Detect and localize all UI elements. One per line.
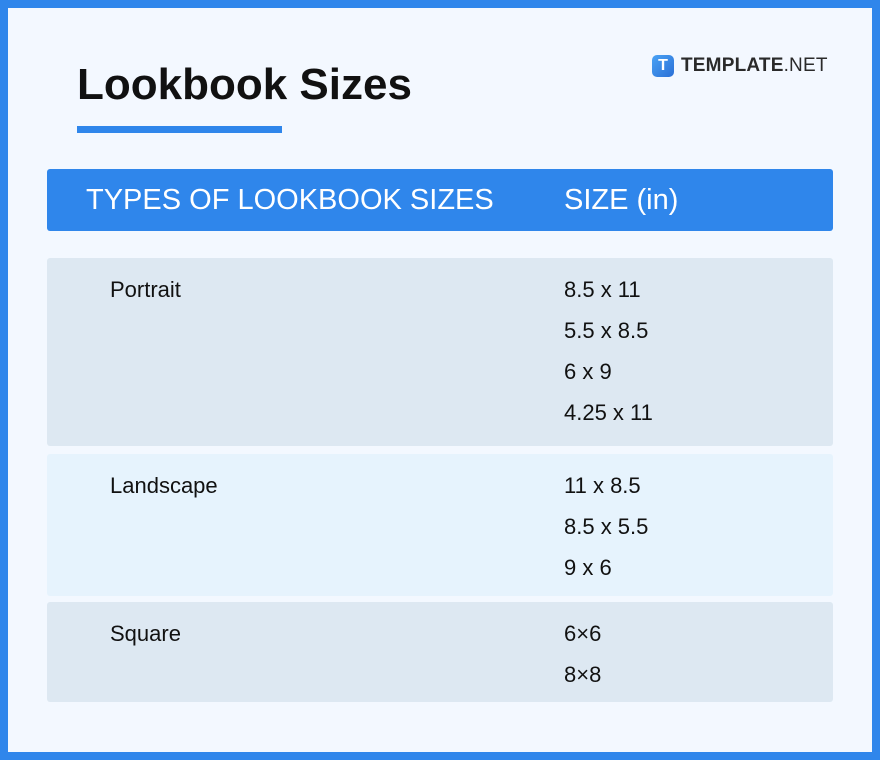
header-types: TYPES OF LOOKBOOK SIZES	[86, 184, 494, 216]
size-value: 8.5 x 11	[564, 277, 641, 302]
row-type: Landscape	[110, 473, 218, 498]
size-value: 4.25 x 11	[564, 400, 653, 425]
title-underline	[77, 126, 282, 133]
table-header: TYPES OF LOOKBOOK SIZES SIZE (in)	[47, 169, 833, 231]
size-value: 9 x 6	[564, 555, 612, 580]
table-row: Landscape 11 x 8.5 8.5 x 5.5 9 x 6	[47, 454, 833, 596]
row-type: Portrait	[110, 277, 181, 302]
size-value: 6×6	[564, 621, 602, 646]
table-row: Square 6×6 8×8	[47, 602, 833, 702]
table-row: Portrait 8.5 x 11 5.5 x 8.5 6 x 9 4.25 x…	[47, 258, 833, 446]
row-sizes: 6×6 8×8	[564, 621, 601, 703]
size-value: 8.5 x 5.5	[564, 514, 649, 539]
template-net-logo: T TEMPLATE.NET	[652, 55, 828, 77]
logo-text: TEMPLATE.NET	[681, 55, 828, 76]
row-sizes: 11 x 8.5 8.5 x 5.5 9 x 6	[564, 473, 648, 596]
page-title: Lookbook Sizes	[77, 60, 412, 109]
size-value: 6 x 9	[564, 359, 612, 384]
logo-icon: T	[652, 55, 674, 77]
size-value: 5.5 x 8.5	[564, 318, 649, 343]
size-value: 11 x 8.5	[564, 473, 641, 498]
size-value: 8×8	[564, 662, 602, 687]
row-type: Square	[110, 621, 181, 646]
header-size: SIZE (in)	[564, 184, 679, 216]
row-sizes: 8.5 x 11 5.5 x 8.5 6 x 9 4.25 x 11	[564, 277, 653, 441]
